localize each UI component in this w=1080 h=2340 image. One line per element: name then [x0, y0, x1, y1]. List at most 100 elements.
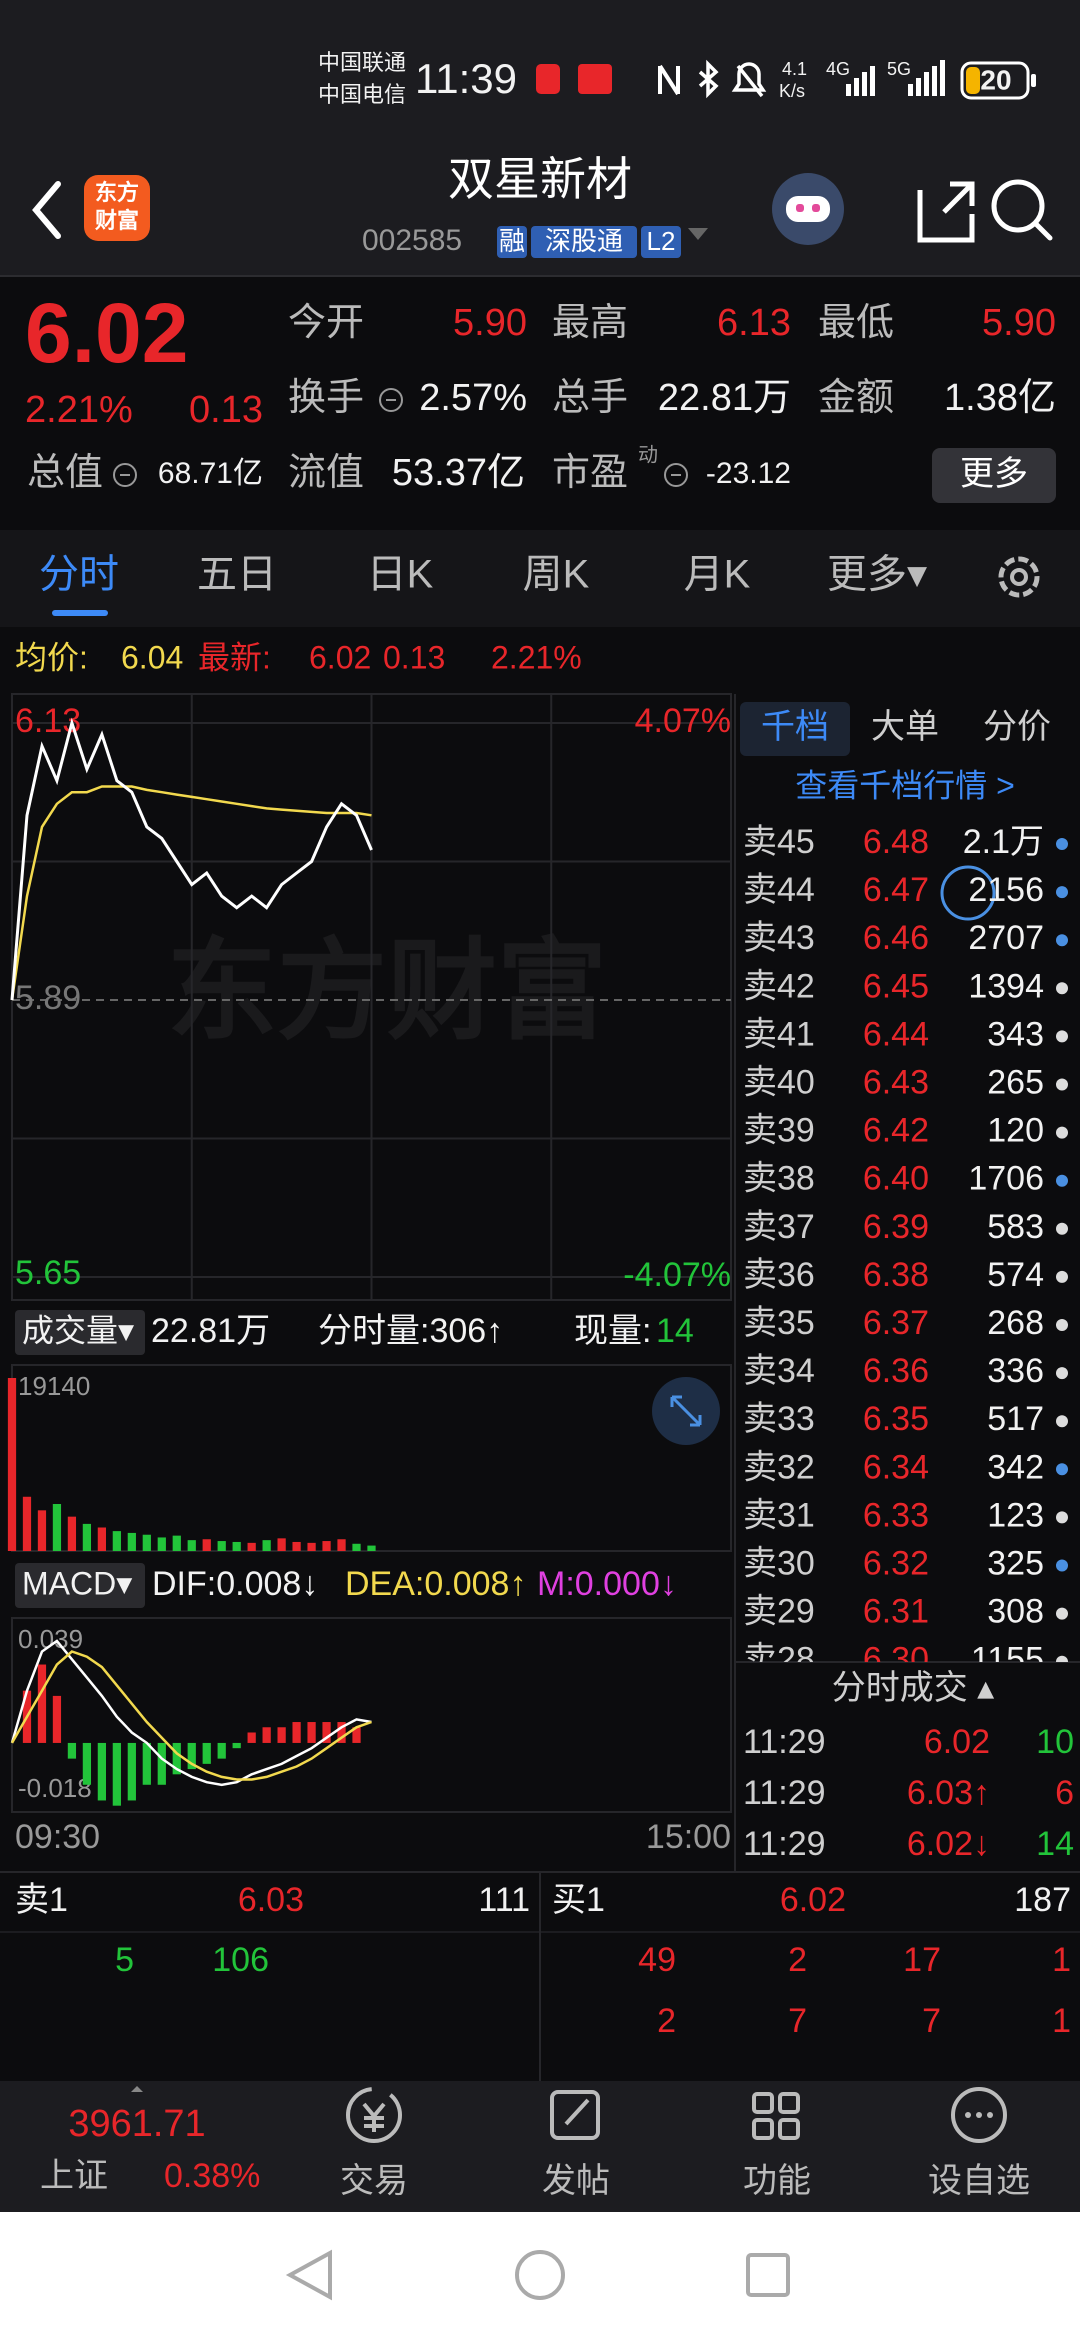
book-tab[interactable]: 大单 [871, 708, 939, 746]
trade-time: 11:29 [743, 1825, 826, 1863]
volume-bar [337, 1539, 346, 1551]
volume-bar [7, 1378, 17, 1551]
book-label: 卖36 [743, 1256, 815, 1294]
field-label: 流值 [288, 452, 364, 494]
book-link[interactable]: 查看千档行情 > [795, 767, 1015, 803]
depth-detail: 17 [903, 1941, 941, 1979]
sim-icon [536, 64, 560, 94]
depth-volume: 111 [478, 1881, 530, 1919]
trade-volume: 10 [1036, 1723, 1074, 1761]
book-dot [1056, 982, 1068, 995]
avg-label: 均价: [15, 639, 88, 675]
share-button[interactable] [917, 181, 975, 243]
depth-label: 买1 [552, 1881, 605, 1919]
macd-bar [217, 1742, 226, 1759]
depth-detail: 2 [657, 2002, 676, 2040]
depth-detail: 106 [212, 1941, 269, 1979]
field-label: 今开 [288, 302, 364, 344]
macd-bar [172, 1742, 181, 1775]
minute-volume: 分时量:306↑ [318, 1312, 503, 1350]
trade-time: 11:29 [743, 1723, 826, 1761]
nav-recent[interactable] [746, 2253, 790, 2297]
depth-price: 6.03 [238, 1881, 304, 1919]
depth-detail: 5 [115, 1941, 134, 1979]
search-button[interactable] [991, 179, 1045, 233]
macd-bar [232, 1742, 241, 1749]
tab: 分时 [39, 553, 119, 597]
macd-line [10, 1650, 372, 1781]
nav-home[interactable] [515, 2250, 565, 2300]
volume-bar [277, 1538, 286, 1551]
info-icon [379, 388, 403, 412]
volume-bar [367, 1545, 376, 1551]
book-label: 卖43 [743, 919, 815, 957]
depth-detail: 1 [1052, 1941, 1071, 1979]
book-volume: 123 [987, 1496, 1044, 1534]
book-price: 6.34 [863, 1448, 929, 1486]
trade-price: 6.02 [924, 1723, 990, 1761]
settings-button[interactable] [998, 556, 1040, 598]
index-change: 0.38% [164, 2157, 260, 2195]
book-volume: 2.1万 [963, 823, 1044, 861]
price-line [10, 717, 373, 1001]
book-label: 卖40 [743, 1063, 815, 1101]
back-button[interactable] [32, 181, 61, 239]
trade-time: 11:29 [743, 1774, 826, 1812]
book-volume: 583 [987, 1208, 1044, 1246]
nav-item[interactable]: 设自选 [928, 2162, 1030, 2200]
volume-selector[interactable] [15, 1310, 145, 1355]
book-label: 卖41 [743, 1015, 815, 1053]
depth-detail: 7 [788, 2002, 807, 2040]
macd-bar [307, 1722, 316, 1743]
scroll-button[interactable] [940, 865, 996, 921]
nav-item[interactable]: 功能 [743, 2162, 811, 2200]
book-label: 卖33 [743, 1400, 815, 1438]
book-price: 6.45 [863, 967, 929, 1005]
field-label: 最低 [818, 302, 894, 344]
nav-item[interactable]: 发帖 [542, 2162, 610, 2200]
macd-selector-text: MACD▾ [22, 1565, 132, 1601]
more-button[interactable] [932, 448, 1056, 503]
tab: 月K [684, 553, 751, 597]
macd-bar [247, 1732, 256, 1743]
volume-bar [157, 1537, 166, 1551]
latest-change: 0.13 [383, 639, 445, 675]
book-price: 6.38 [863, 1256, 929, 1294]
field-label: 总值 [27, 452, 103, 494]
app-icon [578, 64, 612, 94]
book-dot [1056, 934, 1068, 947]
volume-bar [217, 1541, 226, 1551]
book-label: 卖32 [743, 1448, 815, 1486]
y-tick-label: 5.89 [15, 979, 81, 1017]
volume-bar [352, 1543, 361, 1551]
clock: 11:39 [415, 55, 517, 102]
macd-line [10, 1639, 372, 1787]
nav-back[interactable] [285, 2249, 332, 2301]
nav-item[interactable]: 交易 [340, 2162, 408, 2200]
volume-bar [67, 1516, 77, 1551]
book-volume: 574 [987, 1256, 1044, 1294]
watermark: 东方财富 [167, 930, 607, 1053]
volume-bar [232, 1541, 241, 1551]
macd-bar [277, 1727, 286, 1743]
tab-background [0, 530, 1080, 627]
y-tick-label: 0.039 [18, 1624, 83, 1654]
book-tab[interactable]: 千档 [761, 708, 829, 746]
book-dot [1056, 1030, 1068, 1043]
depth-price: 6.02 [780, 1881, 846, 1919]
macd-bar [322, 1722, 331, 1743]
volume-bar [172, 1535, 181, 1551]
avg-value: 6.04 [121, 639, 183, 675]
field-label: 换手 [288, 377, 364, 419]
book-price: 6.36 [863, 1352, 929, 1390]
field-value: -23.12 [706, 457, 791, 490]
book-price: 6.44 [863, 1015, 929, 1053]
book-tab[interactable]: 分价 [983, 708, 1051, 746]
volume-bar [322, 1541, 331, 1551]
depth-detail: 1 [1052, 2002, 1071, 2040]
book-volume: 517 [987, 1400, 1044, 1438]
macd-selector[interactable] [15, 1563, 145, 1608]
volume-bar [127, 1532, 136, 1551]
